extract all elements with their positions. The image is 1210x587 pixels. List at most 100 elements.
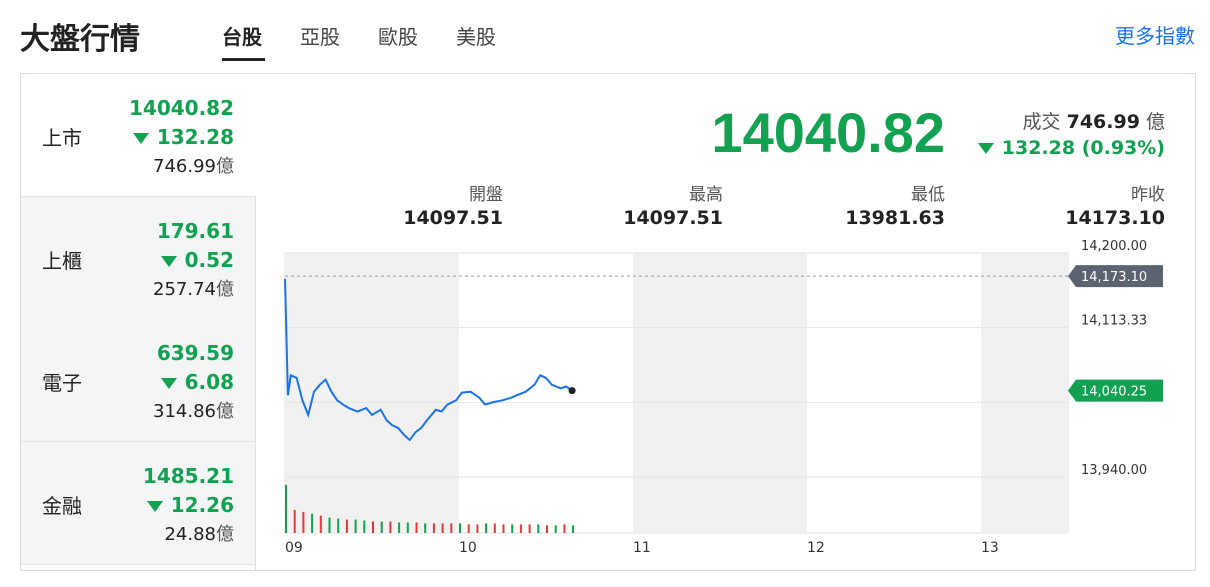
volume-bar bbox=[424, 523, 427, 533]
index-row[interactable]: 上櫃 179.61 0.52 257.74億 bbox=[21, 196, 255, 320]
stat-value: 13981.63 bbox=[845, 207, 945, 229]
volume-unit: 億 bbox=[1145, 111, 1165, 133]
stat-label: 開盤 bbox=[469, 185, 503, 205]
tab[interactable]: 台股 bbox=[222, 25, 262, 49]
index-name: 上櫃 bbox=[42, 248, 82, 273]
divider bbox=[255, 196, 256, 570]
volume-bar bbox=[345, 519, 348, 533]
volume-volume: 257.74 bbox=[153, 278, 216, 300]
volume-line: 成交 746.99 億 bbox=[1023, 107, 1165, 134]
volume-bar bbox=[563, 524, 566, 533]
y-tick-label: 14,200.00 bbox=[1081, 239, 1147, 254]
change-pct: (0.93%) bbox=[1081, 137, 1165, 159]
volume-unit: 億 bbox=[216, 156, 234, 177]
x-tick-label: 09 bbox=[285, 540, 303, 556]
volume-bar bbox=[302, 511, 305, 533]
volume-bar bbox=[354, 519, 357, 533]
index-price: 179.61 bbox=[156, 218, 234, 243]
volume-unit: 億 bbox=[216, 523, 234, 545]
index-name: 金融 bbox=[42, 493, 82, 518]
down-arrow bbox=[132, 133, 149, 144]
volume-bar bbox=[311, 513, 314, 533]
change-value: 6.08 bbox=[184, 370, 234, 394]
down-arrow bbox=[146, 500, 163, 512]
change-value: 132.28 bbox=[156, 125, 234, 149]
volume-bar bbox=[372, 521, 374, 533]
index-row[interactable]: 上市 14040.82 132.28 746.99億 bbox=[21, 74, 255, 197]
volume-bar bbox=[389, 521, 392, 533]
change-value: 12.26 bbox=[170, 492, 234, 517]
y-tick-label: 14,113.33 bbox=[1081, 314, 1147, 329]
index-price: 1485.21 bbox=[142, 463, 234, 488]
stat-label: 最低 bbox=[911, 185, 945, 205]
stat-label: 最高 bbox=[689, 185, 723, 205]
volume-bar bbox=[511, 524, 514, 533]
index-volume: 24.88億 bbox=[164, 520, 234, 546]
volume-bar bbox=[285, 484, 287, 533]
tab[interactable]: 亞股 bbox=[300, 25, 340, 49]
index-price: 639.59 bbox=[156, 341, 234, 365]
volume-bar bbox=[450, 523, 453, 533]
index-change: 6.08 bbox=[160, 370, 234, 394]
index-row[interactable]: 金融 1485.21 12.26 24.88億 bbox=[21, 441, 255, 565]
stat-label: 昨收 bbox=[1131, 185, 1165, 205]
index-volume: 314.86億 bbox=[153, 397, 234, 423]
volume-bar bbox=[293, 509, 296, 533]
price-tag-label: 14,040.25 bbox=[1081, 385, 1147, 400]
volume-bar bbox=[398, 522, 401, 533]
volume-bar bbox=[432, 523, 435, 533]
panel bbox=[20, 73, 1196, 571]
last-point bbox=[568, 387, 576, 395]
index-price: 14040.82 bbox=[128, 96, 234, 120]
index-change: 0.52 bbox=[160, 247, 234, 272]
price-tag bbox=[1068, 379, 1163, 402]
volume-bar bbox=[502, 524, 505, 533]
x-tick-label: 13 bbox=[981, 540, 999, 556]
index-change: 12.26 bbox=[146, 492, 234, 517]
down-arrow bbox=[977, 143, 994, 154]
tab-underline bbox=[222, 58, 265, 61]
price-tag bbox=[1068, 265, 1163, 288]
volume-bar bbox=[537, 524, 540, 533]
volume-bar bbox=[493, 523, 496, 533]
volume-bar bbox=[476, 524, 479, 533]
index-change: 132.28 bbox=[132, 125, 234, 149]
volume-volume: 746.99 bbox=[153, 156, 216, 177]
change-value: 132.28 bbox=[1001, 137, 1076, 159]
hour-band bbox=[981, 253, 1068, 533]
down-arrow bbox=[160, 255, 177, 267]
volume-bar bbox=[459, 523, 461, 533]
index-name: 電子 bbox=[42, 371, 82, 395]
x-tick-label: 12 bbox=[807, 540, 825, 556]
volume-bar bbox=[519, 524, 522, 533]
volume-bar bbox=[319, 515, 322, 533]
tab[interactable]: 歐股 bbox=[378, 25, 418, 49]
index-row[interactable]: 電子 639.59 6.08 314.86億 bbox=[21, 319, 255, 442]
y-tick-label: 13,940.00 bbox=[1081, 463, 1147, 478]
stat-value: 14097.51 bbox=[623, 207, 723, 229]
volume-bar bbox=[528, 524, 531, 533]
x-tick-label: 11 bbox=[633, 540, 651, 556]
volume-bar bbox=[572, 525, 575, 533]
stat-value: 14173.10 bbox=[1065, 207, 1165, 229]
price-line bbox=[284, 278, 573, 442]
volume-bar bbox=[554, 525, 557, 533]
stat-value: 14097.51 bbox=[403, 207, 503, 229]
change-value: 0.52 bbox=[184, 247, 234, 272]
volume-bar bbox=[363, 520, 366, 533]
volume-bar bbox=[415, 522, 418, 533]
volume-bar bbox=[337, 518, 340, 533]
x-tick-label: 10 bbox=[459, 540, 477, 556]
volume-volume: 314.86 bbox=[153, 401, 216, 422]
tab[interactable]: 美股 bbox=[456, 25, 496, 49]
volume-unit: 億 bbox=[216, 401, 234, 422]
change-line: 132.28 (0.93%) bbox=[977, 137, 1165, 159]
down-arrow bbox=[160, 378, 177, 389]
more-link[interactable]: 更多指數 bbox=[1115, 24, 1195, 48]
index-volume: 257.74億 bbox=[153, 275, 234, 301]
hour-band bbox=[285, 253, 459, 533]
price-tag-label: 14,173.10 bbox=[1081, 270, 1147, 285]
index-name: 上市 bbox=[42, 126, 82, 150]
